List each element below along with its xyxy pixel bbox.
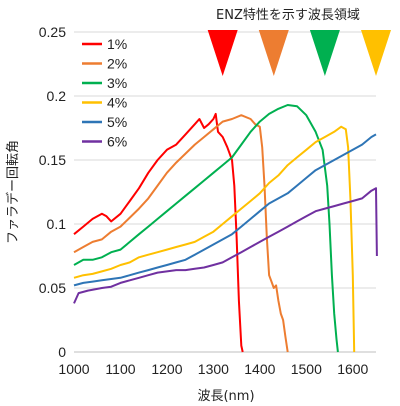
series-line-5 <box>73 133 377 287</box>
y-tick-label: 0.1 <box>47 216 67 232</box>
series-line-2 <box>73 114 289 353</box>
y-tick-label: 0 <box>58 344 66 360</box>
legend-label-6: 6% <box>107 134 127 150</box>
enz-markers <box>207 30 391 76</box>
y-tick-label: 0.2 <box>47 88 67 104</box>
legend-label-2: 2% <box>107 56 127 72</box>
legend: 1% 2% 3% 4% 5% 6% <box>82 36 127 150</box>
enz-marker-4 <box>361 30 391 76</box>
enz-marker-3 <box>309 30 340 76</box>
y-tick-label: 0.05 <box>39 280 66 296</box>
series-line-6 <box>73 187 378 304</box>
series-line-1 <box>73 112 244 353</box>
legend-label-1: 1% <box>107 36 127 52</box>
legend-label-5: 5% <box>107 114 127 130</box>
x-tick-label: 1200 <box>151 361 182 377</box>
x-tick-label: 1500 <box>291 361 322 377</box>
x-tick-label: 1300 <box>198 361 229 377</box>
series-line-3 <box>73 104 339 353</box>
legend-label-4: 4% <box>107 95 127 111</box>
x-tick-label: 1400 <box>244 361 275 377</box>
series-lines <box>73 104 378 353</box>
y-axis-title: ファラデー回転角 <box>5 140 21 244</box>
enz-title: ENZ特性を示す波長領域 <box>216 7 360 23</box>
series-line-4 <box>73 125 356 353</box>
x-tick-label: 1100 <box>105 361 135 377</box>
enz-marker-2 <box>258 30 289 76</box>
y-tick-label: 0.15 <box>39 152 66 168</box>
enz-marker-1 <box>207 30 238 76</box>
legend-label-3: 3% <box>107 75 127 91</box>
y-tick-label: 0.25 <box>39 24 66 40</box>
x-axis-title: 波長(nm) <box>197 389 254 404</box>
x-tick-label: 1600 <box>337 361 368 377</box>
x-tick-label: 1000 <box>58 361 89 377</box>
tick-labels: 0 0.05 0.1 0.15 0.2 0.25 1000 1100 1200 1300 1400 1… <box>39 24 369 377</box>
